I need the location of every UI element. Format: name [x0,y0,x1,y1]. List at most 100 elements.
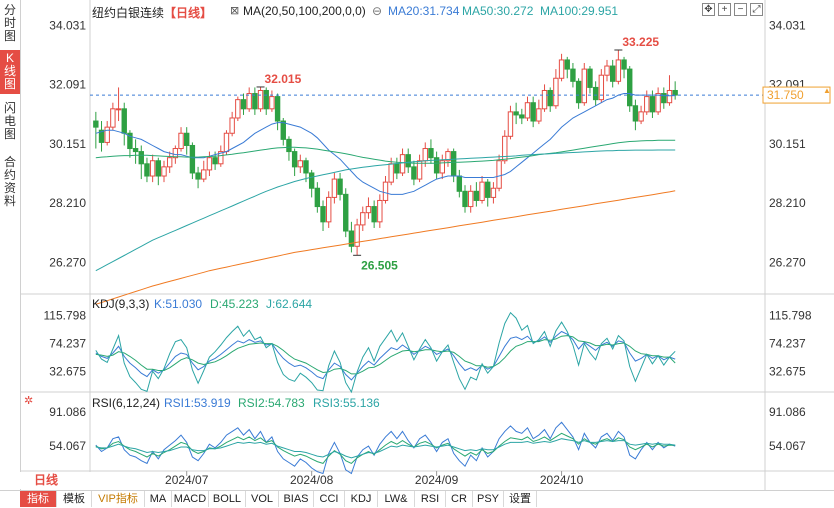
candle-body [672,89,678,96]
x-month-label: 2024/07 [165,473,209,487]
candle-body [456,175,463,192]
rsi-tick-right: 91.086 [769,405,806,419]
ma20-value: MA20:31.734 [388,4,460,18]
candle-body [445,151,451,162]
candle-body [343,193,349,232]
rsi-tick-right: 54.067 [769,439,806,453]
candle-body [178,132,184,150]
candle-body [326,196,332,223]
candle-body [274,96,281,122]
rsi-tick-left: 91.086 [49,405,86,419]
candle-body [320,206,326,223]
candle-body [382,181,389,201]
candle-body [286,138,292,153]
tab-kline[interactable]: K 线 图 [0,50,20,94]
candle-body [479,181,485,201]
candle-body [337,178,343,195]
indicator-tab-7[interactable]: BIAS [279,491,314,507]
candle-body [240,99,247,110]
candle-body [155,160,162,177]
indicator-tab-9[interactable]: KDJ [345,491,378,507]
expand-icon[interactable]: ⤢ [750,3,763,16]
tab-contract-info[interactable]: 合 约 资 料 [3,155,16,208]
candle-body [223,132,230,153]
high-label: 33.225 [622,35,659,49]
settings-circle-icon[interactable]: ⊖ [372,4,383,18]
candle-body [433,157,440,174]
indicator-chart-icon[interactable]: ⊠ [230,5,240,17]
indicator-tab-6[interactable]: VOL [246,491,279,507]
x-month-label: 2024/08 [290,473,334,487]
candle-body [604,65,610,76]
candle-body [496,160,502,189]
indicator-tab-4[interactable]: MACD [172,491,209,507]
candle-body [331,178,338,198]
ma50-value: MA50:30.272 [462,4,534,18]
rsi3-line [95,438,676,459]
x-month-label: 2024/10 [540,473,584,487]
candle-body [416,160,423,180]
indicator-tab-2[interactable]: VIP指标 [92,491,145,507]
candle-body [308,172,315,189]
candle-body [138,151,144,165]
candle-body [161,166,167,177]
zoom-out-icon[interactable]: − [734,3,747,16]
tab-timeshare[interactable]: 分 时 图 [3,3,16,43]
candle-body [110,108,116,128]
price-up-arrow-icon: ▲ [823,86,831,95]
candle-body [462,190,468,208]
candle-body [172,148,179,159]
tab-flash[interactable]: 闪 电 图 [3,101,16,141]
kdj-k: K:51.030 [154,297,203,311]
kdj-tick-left: 115.798 [44,309,87,323]
rsi2-line [95,432,676,464]
current-price-box [762,86,831,104]
candle-body [252,93,258,110]
candle-body [450,151,457,177]
zoom-in-icon[interactable]: + [718,3,731,16]
indicator-tab-1[interactable]: 模板 [57,491,92,507]
candle-body [581,68,587,104]
candle-body [536,108,542,122]
price-tick-right: 30.151 [769,137,806,151]
candle-body [485,181,491,198]
kdj-title: KDJ(9,3,3) [92,297,150,311]
candle-body [206,157,213,171]
rsi1-value: RSI1:53.919 [164,396,231,410]
rsi1-line [95,421,676,475]
indicator-tab-0[interactable]: 指标 [20,491,57,507]
candle-body [121,108,127,134]
candle-body [394,163,400,174]
candle-body [291,151,298,168]
indicator-tab-5[interactable]: BOLL [209,491,246,507]
indicator-tab-14[interactable]: 设置 [504,491,537,507]
indicator-tab-13[interactable]: PSY [473,491,504,507]
candle-body [189,144,196,174]
indicator-tab-3[interactable]: MA [145,491,172,507]
candle-body [644,96,650,113]
indicator-tab-8[interactable]: CCI [314,491,345,507]
rsi-tick-left: 54.067 [49,439,86,453]
candle-body [507,111,514,137]
indicator-tab-12[interactable]: CR [446,491,473,507]
gear-icon[interactable]: ✲ [24,395,34,407]
rsi-title: RSI(6,12,24) [92,396,161,410]
kdj-j: J:62.644 [266,297,313,311]
candle-body [377,199,383,223]
indicator-tab-10[interactable]: LW& [378,491,415,507]
move-icon[interactable]: ✥ [702,3,715,16]
kdj-tick-right: 74.237 [769,336,806,350]
candle-body [428,148,434,159]
candle-body [360,212,366,226]
period-label[interactable]: 日线 [20,472,72,489]
candle-body [621,59,627,70]
indicator-tab-11[interactable]: RSI [415,491,446,507]
candle-body [149,160,156,177]
ma50-line [95,139,676,164]
candle-body [229,117,235,134]
candle-body [632,105,639,122]
candle-body [263,89,269,110]
candle-body [257,89,264,110]
candle-body [467,190,474,208]
